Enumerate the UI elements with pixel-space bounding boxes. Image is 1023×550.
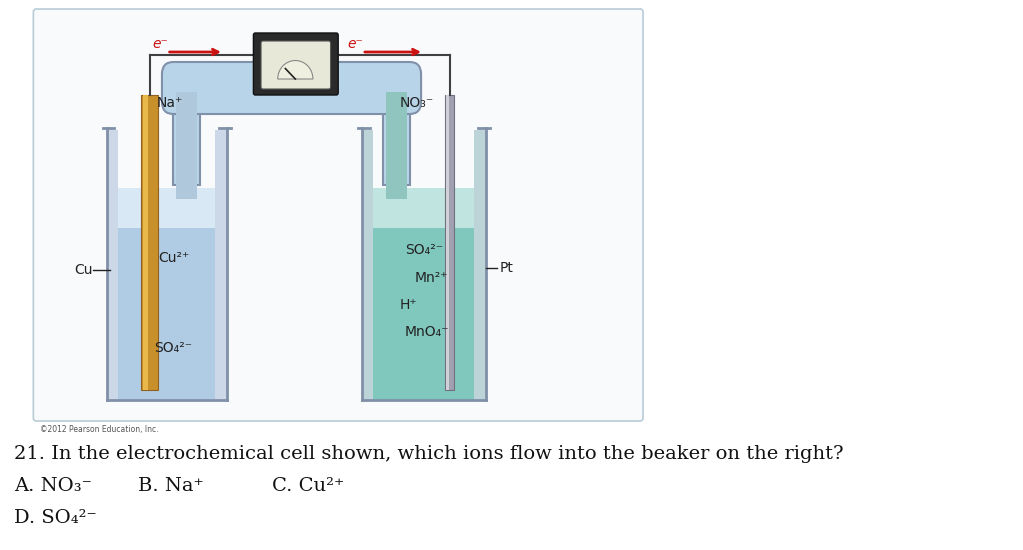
Text: Pt: Pt (499, 261, 514, 275)
Bar (110, 188, 223, 400)
Bar (176, 92, 197, 199)
Text: D. SO₄²⁻: D. SO₄²⁻ (14, 509, 97, 527)
Bar (143, 95, 147, 390)
Bar (215, 130, 227, 400)
Text: Cu²⁺: Cu²⁺ (158, 251, 189, 265)
Text: 21. In the electrochemical cell shown, which ions flow into the beaker on the ri: 21. In the electrochemical cell shown, w… (14, 445, 844, 463)
Wedge shape (277, 60, 313, 79)
Text: Cu: Cu (74, 263, 92, 277)
FancyBboxPatch shape (34, 9, 643, 421)
Bar (362, 130, 373, 400)
Text: A. NO₃⁻: A. NO₃⁻ (14, 477, 92, 495)
Bar (141, 95, 159, 390)
Bar (173, 88, 201, 185)
Text: e⁻: e⁻ (348, 37, 363, 51)
Bar (383, 88, 409, 185)
Text: ©2012 Pearson Education, Inc.: ©2012 Pearson Education, Inc. (40, 425, 159, 434)
Bar (366, 188, 482, 400)
FancyBboxPatch shape (254, 33, 339, 95)
Text: SO₄²⁻: SO₄²⁻ (154, 341, 192, 355)
Bar (106, 130, 118, 400)
Bar (110, 188, 223, 228)
Text: SO₄²⁻: SO₄²⁻ (405, 243, 443, 257)
Text: NO₃⁻: NO₃⁻ (400, 96, 435, 110)
Bar (366, 188, 482, 228)
Bar (446, 95, 449, 390)
Text: e⁻: e⁻ (152, 37, 169, 51)
Text: C. Cu²⁺: C. Cu²⁺ (271, 477, 344, 495)
Text: H⁺: H⁺ (400, 298, 417, 312)
Bar (386, 92, 407, 199)
Bar (445, 95, 454, 390)
Text: MnO₄⁻: MnO₄⁻ (405, 325, 449, 339)
FancyBboxPatch shape (162, 62, 421, 114)
Text: Mn²⁺: Mn²⁺ (414, 271, 448, 285)
Text: Na⁺: Na⁺ (157, 96, 183, 110)
Text: B. Na⁺: B. Na⁺ (138, 477, 204, 495)
FancyBboxPatch shape (261, 41, 330, 89)
Bar (475, 130, 486, 400)
